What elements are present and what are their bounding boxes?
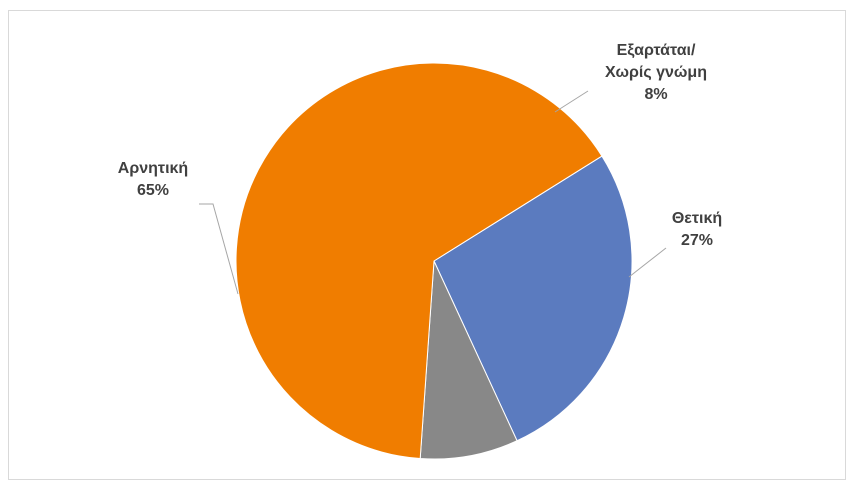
pie-slice-positive: [433, 155, 633, 442]
pie-slice-negative: [235, 62, 603, 460]
slice-percent-neutral: 8%: [644, 86, 667, 103]
chart-frame: Θετική 27% Εξαρτάται/Χωρίς γνώμη 8% Αρνητική…: [8, 10, 846, 480]
slice-label-negative: Αρνητική 65%: [118, 160, 188, 199]
slice-name-positive: Θετική: [672, 210, 722, 227]
leader-line-positive: [628, 247, 667, 278]
pie-chart: Θετική 27% Εξαρτάται/Χωρίς γνώμη 8% Αρνητική…: [118, 42, 722, 460]
slice-name-neutral: Χωρίς γνώμη: [605, 64, 707, 81]
pie-slice-neutral: [419, 260, 518, 460]
slice-name-negative: Αρνητική: [118, 160, 188, 177]
slice-percent-negative: 65%: [137, 182, 169, 199]
slice-label-positive: Θετική 27%: [672, 210, 722, 249]
slice-percent-positive: 27%: [681, 232, 713, 249]
leader-line-negative: [199, 203, 239, 295]
slice-name-neutral: Εξαρτάται/: [617, 42, 696, 59]
slice-label-neutral: Εξαρτάται/Χωρίς γνώμη 8%: [605, 42, 707, 103]
leader-line-neutral: [554, 90, 589, 113]
